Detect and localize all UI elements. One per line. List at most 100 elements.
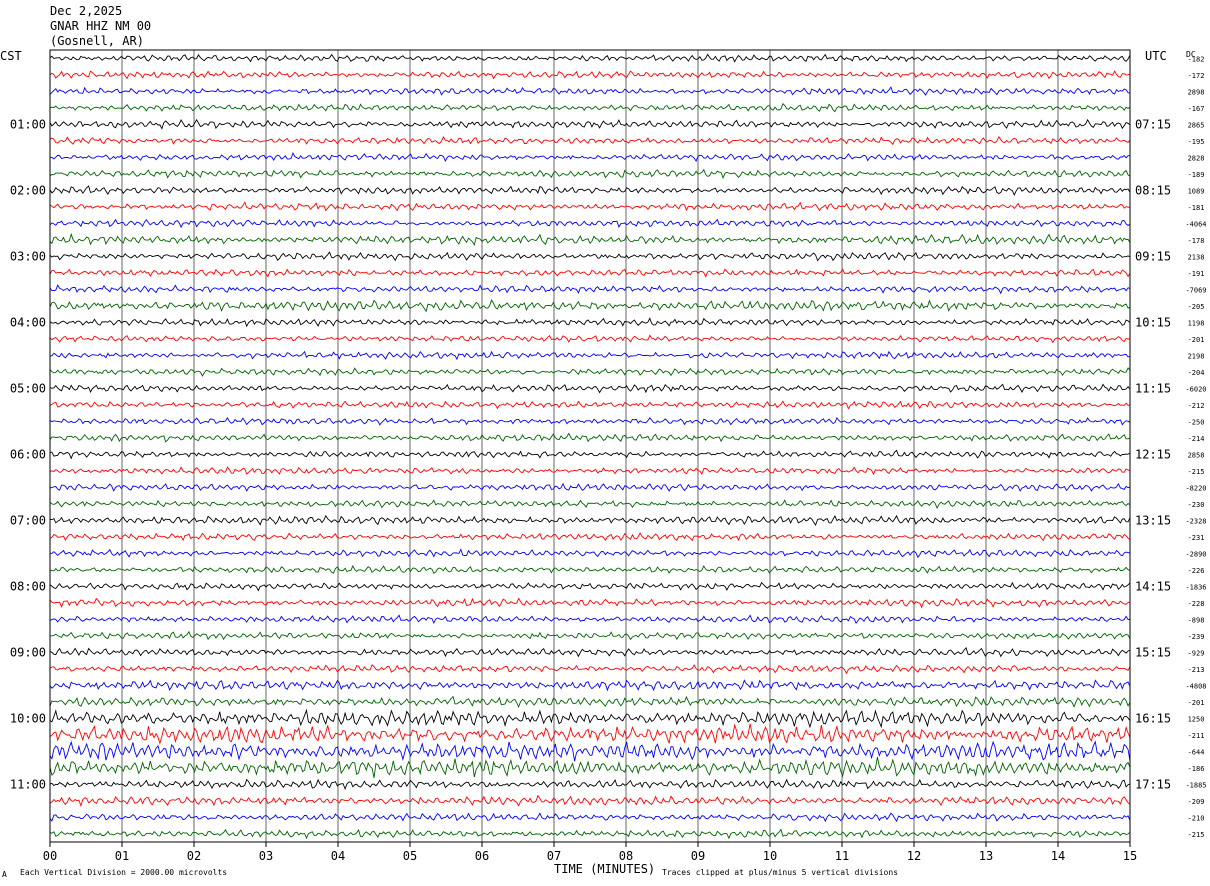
trace-row-3 [49,102,1131,113]
trace-row-27 [49,499,1131,510]
trace-row-15 [49,299,1131,313]
trace-row-40 [49,708,1131,729]
axis-labels: 00 01 02 03 04 05 06 07 08 09 10 11 12 13 14 15 -182 -172… [10,55,1207,863]
dc-offset-label: -215 [1188,831,1205,839]
plot-frame [49,49,1131,843]
dc-offset-label: -1885 [1185,781,1206,789]
trace-row-44 [49,778,1131,791]
x-tick-label: 02 [187,849,201,863]
trace-row-26 [49,482,1131,492]
dc-offset-label: 2858 [1188,451,1205,459]
minute-gridlines [121,50,1059,842]
dc-offset-label: -644 [1188,748,1205,756]
trace-row-42 [49,740,1131,762]
x-tick-label: 09 [691,849,705,863]
right-hour-label: 14:15 [1135,579,1171,593]
trace-row-24 [49,449,1131,460]
x-tick-label: 08 [619,849,633,863]
dc-offset-label: -195 [1188,138,1205,146]
footer-clip-note: Traces clipped at plus/minus 5 vertical … [662,868,899,877]
dc-offset-label: -230 [1188,501,1205,509]
header-location: (Gosnell, AR) [50,34,144,48]
dc-offset-label: -231 [1188,534,1205,542]
footer-mark: A [2,870,7,879]
trace-row-22 [49,416,1131,426]
trace-row-8 [49,185,1131,196]
dc-offset-label: -210 [1188,814,1205,822]
dc-offset-label: -2890 [1185,550,1206,558]
seismic-traces [49,53,1131,840]
dc-offset-label: -178 [1188,237,1205,245]
trace-row-16 [49,317,1131,328]
trace-row-19 [49,367,1131,377]
trace-row-5 [49,135,1131,146]
trace-row-23 [49,432,1131,443]
x-tick-label: 03 [259,849,273,863]
dc-header: DC [1186,50,1196,59]
trace-row-9 [49,201,1131,212]
dc-offset-label: -213 [1188,666,1205,674]
left-hour-label: 02:00 [10,183,46,197]
header-station: GNAR HHZ NM 00 [50,19,152,33]
trace-row-12 [49,251,1131,262]
trace-row-47 [49,828,1131,840]
left-hour-label: 05:00 [10,381,46,395]
trace-row-30 [49,548,1131,559]
trace-row-2 [49,86,1131,96]
dc-offset-label: -215 [1188,468,1205,476]
dc-offset-label: -4064 [1185,220,1206,228]
dc-offset-label: -212 [1188,402,1205,410]
dc-offset-label: -186 [1188,765,1205,773]
dc-offset-label: -1836 [1185,583,1206,591]
right-hour-label: 10:15 [1135,315,1171,329]
trace-row-37 [49,664,1131,675]
trace-row-10 [49,218,1131,229]
trace-row-43 [49,756,1131,778]
trace-row-25 [49,466,1131,476]
trace-row-11 [49,232,1131,247]
utc-label: UTC [1145,49,1167,63]
right-hour-label: 15:15 [1135,645,1171,659]
left-hour-label: 03:00 [10,249,46,263]
dc-offset-label: -205 [1188,303,1205,311]
x-axis-title: TIME (MINUTES) [554,862,656,876]
right-hour-label: 08:15 [1135,183,1171,197]
left-hour-label: 08:00 [10,579,46,593]
left-hour-label: 11:00 [10,777,46,791]
trace-row-20 [49,383,1131,394]
dc-offset-label: -182 [1188,55,1205,63]
left-hour-label: 06:00 [10,447,46,461]
dc-offset-label: 2198 [1188,352,1205,360]
right-hour-label: 11:15 [1135,381,1171,395]
dc-offset-label: -189 [1188,171,1205,179]
trace-row-36 [49,647,1131,658]
dc-offset-label: -167 [1188,105,1205,113]
x-tick-label: 04 [331,849,345,863]
x-tick-label: 12 [907,849,921,863]
dc-offset-label: 1250 [1188,715,1205,723]
x-tick-label: 13 [979,849,993,863]
right-hour-label: 07:15 [1135,117,1171,131]
dc-offset-label: -898 [1188,616,1205,624]
x-tick-label: 10 [763,849,777,863]
right-hour-label: 12:15 [1135,447,1171,461]
dc-offset-label: -201 [1188,699,1205,707]
dc-offset-label: -201 [1188,336,1205,344]
dc-offset-label: -6020 [1185,385,1206,393]
dc-offset-label: 1198 [1188,319,1205,327]
trace-row-13 [49,268,1131,278]
dc-offset-label: -204 [1188,369,1205,377]
dc-offset-label: -226 [1188,567,1205,575]
left-hour-label: 09:00 [10,645,46,659]
dc-offset-label: -211 [1188,732,1205,740]
left-hour-label: 10:00 [10,711,46,725]
right-hour-label: 09:15 [1135,249,1171,263]
left-hour-label: 04:00 [10,315,46,329]
x-tick-label: 06 [475,849,489,863]
trace-row-34 [49,614,1131,624]
trace-row-28 [49,514,1131,526]
trace-row-21 [49,400,1131,410]
trace-row-29 [49,532,1131,542]
x-tick-label: 01 [115,849,129,863]
